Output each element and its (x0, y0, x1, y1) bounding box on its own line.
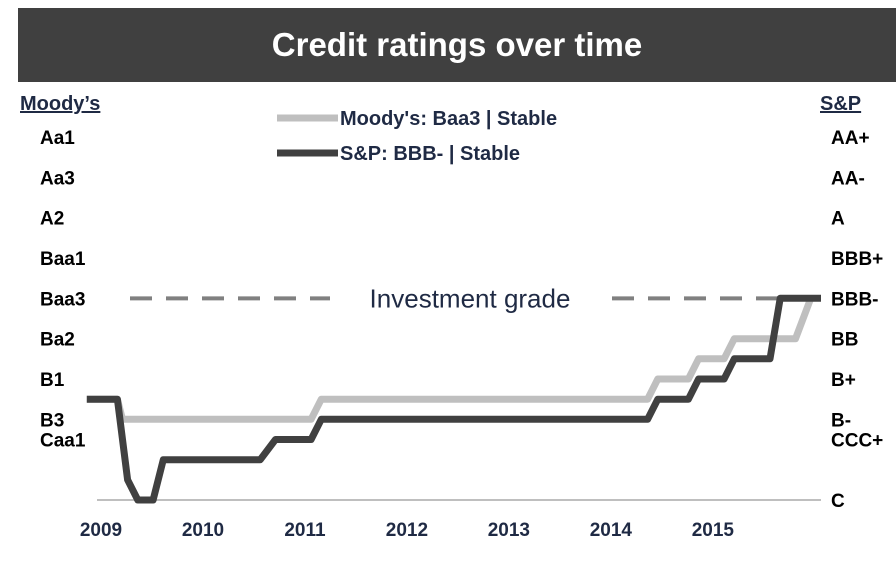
left-tick-label: B1 (40, 370, 65, 391)
right-tick-label: BBB- (831, 289, 879, 310)
x-tick-label: 2012 (386, 520, 428, 541)
right-tick-label: B- (831, 410, 851, 431)
right-tick-label: C (831, 491, 845, 512)
x-tick-label: 2013 (488, 520, 530, 541)
x-tick-label: 2015 (692, 520, 735, 541)
series-line-sp (86, 294, 821, 504)
legend-label: S&P: BBB- | Stable (340, 143, 520, 165)
left-tick-label: Caa1 (40, 431, 86, 452)
left-tick-label: Baa3 (40, 289, 85, 310)
left-tick-label: B3 (40, 410, 64, 431)
left-tick-label: Ba2 (40, 330, 75, 351)
x-tick-label: 2009 (80, 520, 122, 541)
left-tick-label: Aa1 (40, 128, 75, 149)
x-axis-ticks: 2009 2010 2011 2012 2013 2014 2015 (80, 520, 735, 541)
right-axis-title: S&P (820, 93, 861, 115)
right-tick-label: AA- (831, 168, 865, 189)
series-group (86, 294, 821, 504)
legend: Moody's: Baa3 | Stable S&P: BBB- | Stable (277, 108, 557, 165)
right-tick-label: BB (831, 330, 858, 351)
x-tick-label: 2011 (284, 520, 326, 541)
left-tick-label: Baa1 (40, 249, 86, 270)
series-line-moodys (86, 297, 815, 423)
x-tick-label: 2014 (590, 520, 633, 541)
legend-label: Moody's: Baa3 | Stable (340, 108, 557, 130)
investment-grade-label: Investment grade (370, 283, 571, 313)
right-tick-label: A (831, 209, 845, 230)
right-tick-label: CCC+ (831, 431, 883, 452)
left-tick-label: A2 (40, 209, 64, 230)
x-tick-label: 2010 (182, 520, 224, 541)
left-tick-label: Aa3 (40, 168, 75, 189)
right-tick-label: B+ (831, 370, 856, 391)
chart-title: Credit ratings over time (18, 8, 896, 82)
left-axis-title: Moody’s (20, 93, 100, 115)
right-tick-label: AA+ (831, 128, 870, 149)
right-tick-label: BBB+ (831, 249, 883, 270)
